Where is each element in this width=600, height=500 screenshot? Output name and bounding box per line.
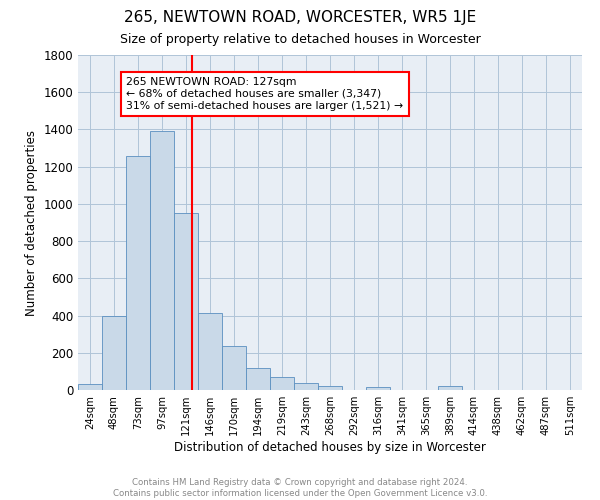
Text: Contains HM Land Registry data © Crown copyright and database right 2024.
Contai: Contains HM Land Registry data © Crown c… [113, 478, 487, 498]
Bar [270, 377, 294, 390]
Bar [222, 346, 246, 390]
Bar [126, 156, 150, 390]
X-axis label: Distribution of detached houses by size in Worcester: Distribution of detached houses by size … [174, 441, 486, 454]
Bar [174, 213, 198, 390]
Bar [102, 316, 126, 390]
Text: 265, NEWTOWN ROAD, WORCESTER, WR5 1JE: 265, NEWTOWN ROAD, WORCESTER, WR5 1JE [124, 10, 476, 25]
Text: Size of property relative to detached houses in Worcester: Size of property relative to detached ho… [119, 32, 481, 46]
Bar [198, 313, 222, 390]
Bar [366, 387, 390, 390]
Bar [246, 368, 270, 390]
Bar [294, 382, 318, 390]
Bar [78, 384, 102, 390]
Bar [438, 386, 462, 390]
Y-axis label: Number of detached properties: Number of detached properties [25, 130, 38, 316]
Text: 265 NEWTOWN ROAD: 127sqm
← 68% of detached houses are smaller (3,347)
31% of sem: 265 NEWTOWN ROAD: 127sqm ← 68% of detach… [126, 78, 403, 110]
Bar [150, 132, 174, 390]
Bar [318, 386, 342, 390]
